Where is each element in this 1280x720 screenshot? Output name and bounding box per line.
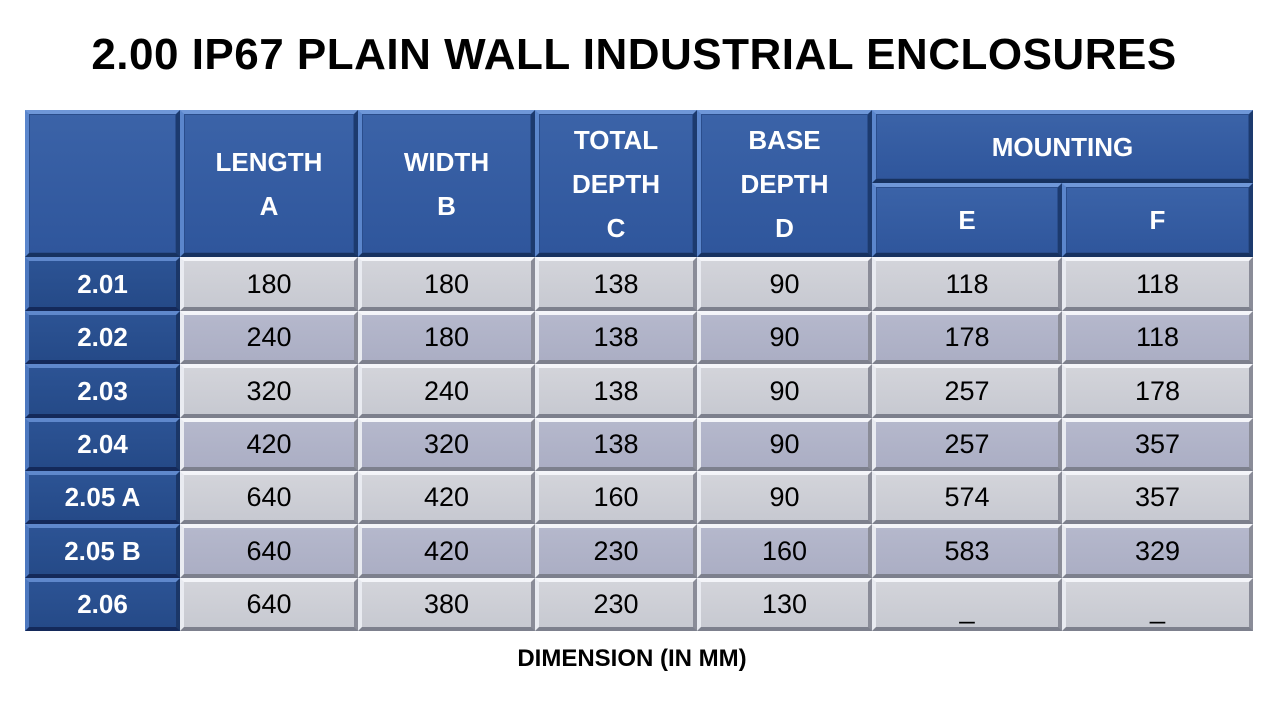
corner-header-cell [25, 110, 180, 257]
row-header-model: 2.06 [25, 578, 180, 631]
column-header-text: BASE DEPTH D [740, 118, 828, 250]
table-cell: 138 [535, 311, 697, 364]
row-header-model: 2.01 [25, 257, 180, 311]
column-header-line: D [775, 212, 794, 243]
column-header: TOTAL DEPTH C [535, 110, 697, 257]
table-cell: 180 [358, 311, 535, 364]
column-header: BASE DEPTH D [697, 110, 872, 257]
table-cell: 640 [180, 471, 358, 524]
column-header: WIDTH B [358, 110, 535, 257]
table-cell: 118 [1062, 257, 1253, 311]
column-header-line: BASE [748, 124, 821, 155]
table-cell: 320 [180, 364, 358, 418]
table-cell: 90 [697, 257, 872, 311]
page-title: 2.00 IP67 PLAIN WALL INDUSTRIAL ENCLOSUR… [91, 30, 1177, 79]
table-footnote: DIMENSION (IN MM) [517, 645, 747, 672]
column-header-text: TOTAL DEPTH C [572, 118, 660, 250]
column-header-line: C [606, 212, 626, 243]
table-cell: 583 [872, 524, 1062, 578]
table-cell: 160 [697, 524, 872, 578]
table-cell: 138 [535, 418, 697, 471]
table-cell: 320 [358, 418, 535, 471]
column-header-line: DEPTH [571, 168, 661, 199]
table-cell: 329 [1062, 524, 1253, 578]
table-cell: 240 [358, 364, 535, 418]
column-header-line: TOTAL [573, 124, 659, 155]
table-cell: 640 [180, 524, 358, 578]
table-cell: 90 [697, 311, 872, 364]
column-header-line: A [259, 190, 279, 221]
table-cell: 178 [872, 311, 1062, 364]
table-cell: 357 [1062, 418, 1253, 471]
table-cell: 574 [872, 471, 1062, 524]
column-header-line: DEPTH [740, 168, 829, 199]
table-cell: 420 [358, 471, 535, 524]
table-cell: 380 [358, 578, 535, 631]
table-cell: _ [1062, 578, 1253, 631]
column-header-line: B [437, 190, 456, 221]
table-cell: 90 [697, 418, 872, 471]
table-cell: 230 [535, 578, 697, 631]
table-cell: 118 [872, 257, 1062, 311]
table-cell: 160 [535, 471, 697, 524]
table-cell: 180 [358, 257, 535, 311]
row-header-model: 2.04 [25, 418, 180, 471]
row-header-model: 2.02 [25, 311, 180, 364]
table-cell: 640 [180, 578, 358, 631]
table-cell: 240 [180, 311, 358, 364]
row-header-model: 2.05 A [25, 471, 180, 524]
mounting-group-header: MOUNTING [872, 110, 1253, 183]
mounting-subheader-f: F [1062, 183, 1253, 257]
table-cell: 90 [697, 471, 872, 524]
table-cell: 357 [1062, 471, 1253, 524]
table-cell: 230 [535, 524, 697, 578]
column-header-line: WIDTH [403, 146, 490, 177]
table-cell: _ [872, 578, 1062, 631]
table-cell: 420 [358, 524, 535, 578]
table-cell: 178 [1062, 364, 1253, 418]
column-header: LENGTH A [180, 110, 358, 257]
mounting-subheader-e: E [872, 183, 1062, 257]
row-header-model: 2.05 B [25, 524, 180, 578]
column-header-text: WIDTH B [404, 140, 489, 228]
column-header-line: LENGTH [215, 146, 323, 177]
column-header-text: LENGTH A [216, 140, 323, 228]
table-cell: 138 [535, 364, 697, 418]
table-cell: 257 [872, 418, 1062, 471]
table-cell: 257 [872, 364, 1062, 418]
row-header-model: 2.03 [25, 364, 180, 418]
table-cell: 130 [697, 578, 872, 631]
table-cell: 118 [1062, 311, 1253, 364]
table-cell: 180 [180, 257, 358, 311]
table-cell: 138 [535, 257, 697, 311]
table-cell: 420 [180, 418, 358, 471]
table-cell: 90 [697, 364, 872, 418]
